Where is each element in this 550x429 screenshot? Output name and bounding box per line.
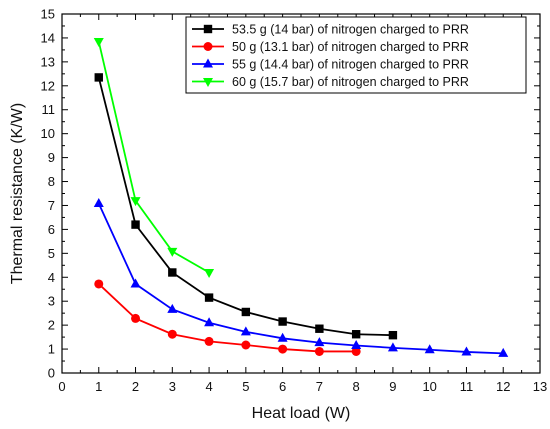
- legend-marker: [203, 58, 213, 68]
- legend-item: 53.5 g (14 bar) of nitrogen charged to P…: [192, 23, 469, 37]
- data-point: [387, 342, 398, 352]
- data-point: [278, 317, 287, 326]
- data-point: [94, 73, 103, 82]
- y-tick-label: 0: [48, 366, 55, 381]
- data-point: [167, 329, 177, 339]
- data-point: [241, 340, 251, 350]
- y-tick-label: 10: [41, 126, 55, 141]
- data-point: [314, 337, 325, 347]
- legend-label: 60 g (15.7 bar) of nitrogen charged to P…: [232, 75, 469, 89]
- data-point: [167, 303, 178, 313]
- data-point: [351, 339, 362, 349]
- y-tick-label: 11: [42, 102, 56, 117]
- data-point: [424, 344, 435, 354]
- data-point: [204, 317, 215, 327]
- data-point: [314, 346, 324, 356]
- legend-label: 53.5 g (14 bar) of nitrogen charged to P…: [232, 23, 469, 37]
- data-point: [498, 347, 509, 357]
- series-line: [97, 203, 504, 355]
- legend-item: 50 g (13.1 bar) of nitrogen charged to P…: [192, 40, 469, 54]
- x-tick-label: 5: [242, 379, 249, 394]
- y-tick-label: 4: [48, 270, 55, 285]
- legend-item: 60 g (15.7 bar) of nitrogen charged to P…: [192, 75, 469, 89]
- x-tick-label: 0: [58, 379, 65, 394]
- x-tick-label: 9: [389, 379, 396, 394]
- legend-marker: [203, 78, 213, 87]
- data-point: [93, 38, 104, 48]
- series-line: [97, 41, 210, 274]
- y-tick-label: 2: [48, 318, 55, 333]
- legend-marker: [203, 24, 213, 34]
- y-tick-label: 9: [48, 150, 55, 165]
- x-axis-title: Heat load (W): [252, 405, 351, 422]
- legend: 53.5 g (14 bar) of nitrogen charged to P…: [185, 16, 527, 94]
- x-tick-label: 4: [205, 379, 212, 394]
- data-point: [351, 330, 361, 339]
- data-point: [278, 344, 288, 354]
- legend-item: 55 g (14.4 bar) of nitrogen charged to P…: [192, 58, 469, 72]
- x-tick-label: 6: [279, 379, 286, 394]
- legend-label: 50 g (13.1 bar) of nitrogen charged to P…: [232, 40, 469, 54]
- y-tick-label: 8: [48, 174, 55, 189]
- data-point: [461, 346, 472, 356]
- y-tick-label: 15: [41, 7, 55, 22]
- x-tick-label: 12: [496, 379, 510, 394]
- data-point: [204, 336, 214, 346]
- data-point: [241, 307, 251, 317]
- data-point: [204, 268, 215, 278]
- data-point: [388, 330, 398, 340]
- series-4: [93, 38, 215, 278]
- data-point: [131, 220, 140, 229]
- x-tick-label: 13: [533, 379, 547, 394]
- series-line: [97, 77, 393, 337]
- y-tick-label: 13: [41, 54, 55, 69]
- x-tick-label: 7: [316, 379, 323, 394]
- series-2: [94, 279, 361, 356]
- x-tick-label: 11: [460, 379, 474, 394]
- x-tick-label: 8: [353, 379, 360, 394]
- legend-box: [185, 16, 527, 94]
- series-line: [98, 283, 357, 353]
- legend-marker: [203, 42, 213, 51]
- data-point: [315, 324, 324, 333]
- data-point: [94, 279, 104, 289]
- x-tick-label: 2: [132, 379, 139, 394]
- data-point: [93, 198, 104, 208]
- y-axis-title: Thermal resistance (K/W): [9, 103, 26, 284]
- x-tick-label: 1: [95, 379, 102, 394]
- data-point: [130, 197, 141, 207]
- x-tick-label: 3: [169, 379, 176, 394]
- data-point: [131, 313, 141, 323]
- data-point: [240, 326, 251, 336]
- x-tick-label: 10: [422, 379, 436, 394]
- y-tick-label: 12: [41, 78, 55, 93]
- data-point: [277, 332, 288, 342]
- y-tick-label: 1: [48, 342, 55, 357]
- data-point: [351, 346, 361, 356]
- series-3: [93, 198, 509, 357]
- legend-label: 55 g (14.4 bar) of nitrogen charged to P…: [232, 58, 469, 72]
- data-point: [204, 293, 214, 302]
- data-point: [167, 247, 178, 257]
- series-1: [94, 73, 398, 340]
- plot-marks: [93, 38, 509, 357]
- y-tick-label: 7: [48, 198, 55, 213]
- y-tick-label: 14: [41, 30, 55, 45]
- data-point: [168, 268, 177, 277]
- data-point: [130, 278, 141, 288]
- y-tick-label: 3: [48, 294, 55, 309]
- y-tick-label: 6: [48, 222, 55, 237]
- y-tick-label: 5: [48, 246, 55, 261]
